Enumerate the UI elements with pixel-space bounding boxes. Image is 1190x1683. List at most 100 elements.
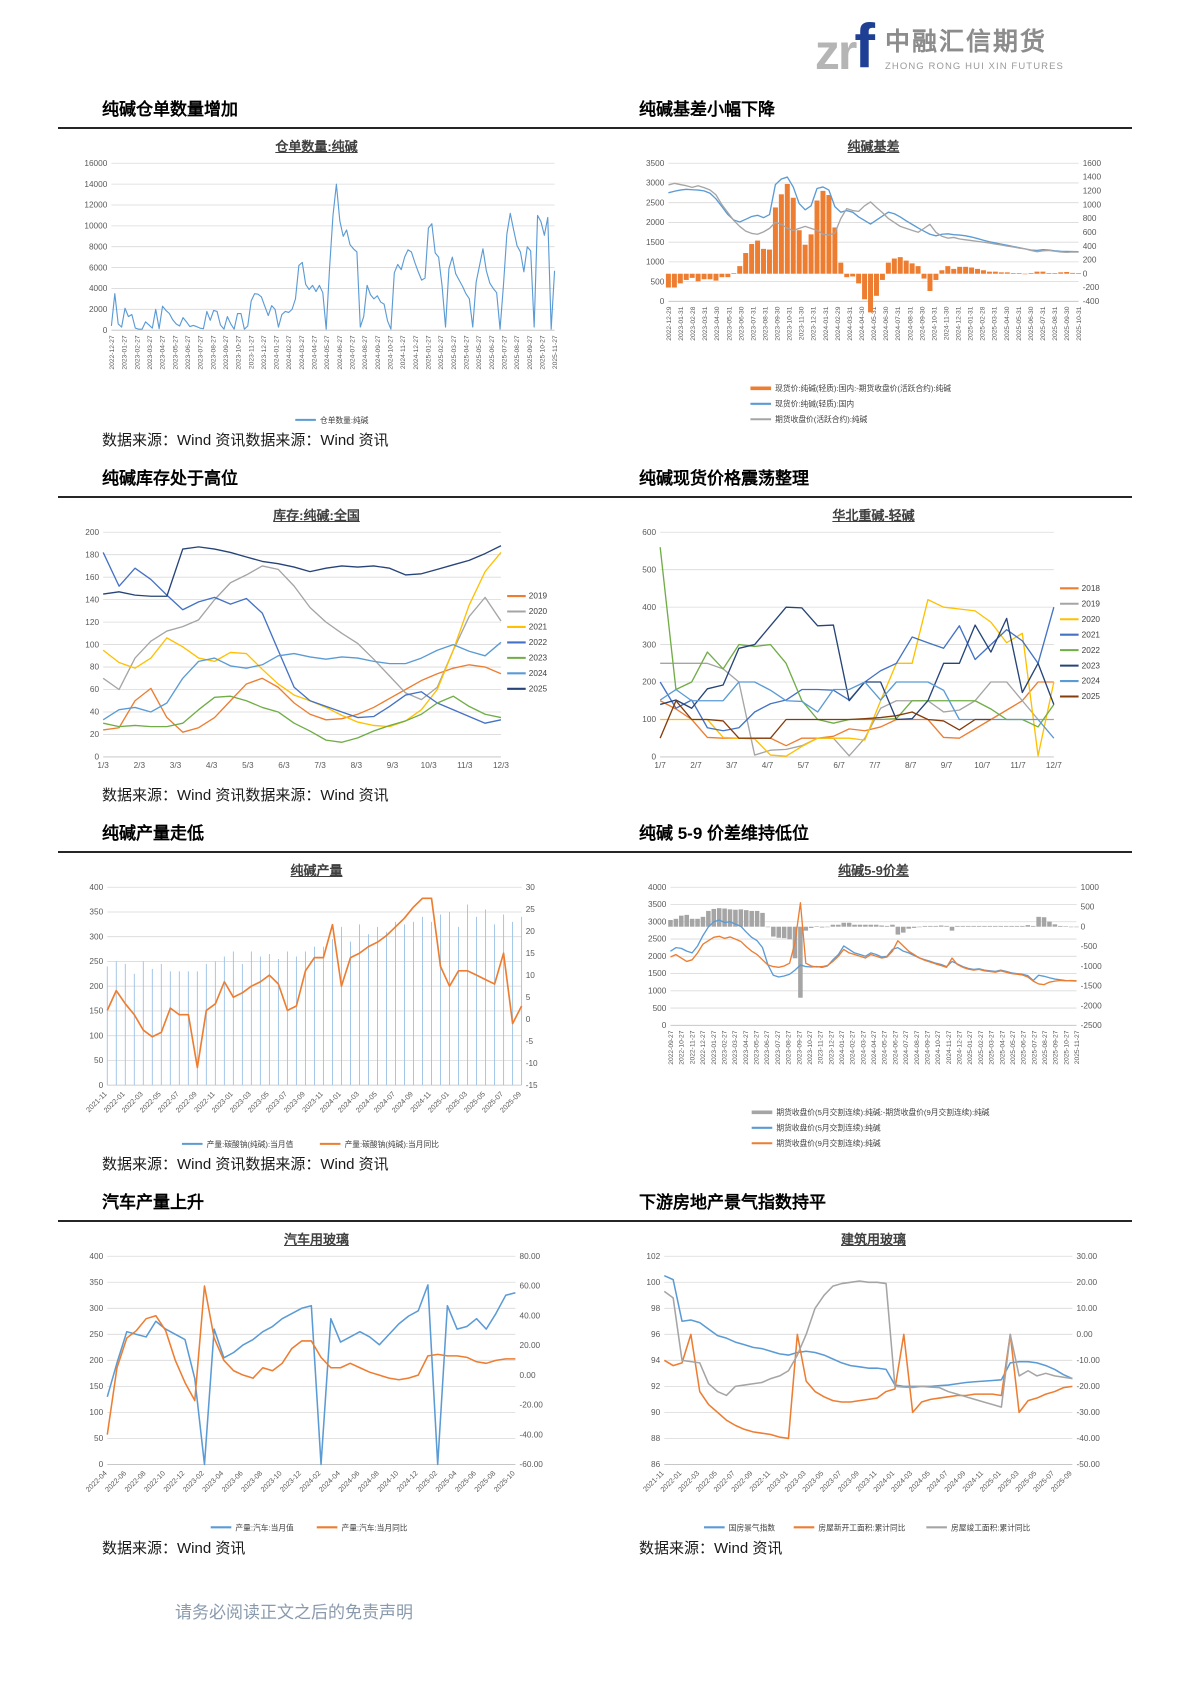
svg-text:2000: 2000 [89, 305, 108, 314]
logo-f-text: f [854, 12, 875, 82]
svg-text:20.00: 20.00 [520, 1341, 541, 1350]
svg-text:2025-04-27: 2025-04-27 [464, 335, 471, 369]
svg-text:2021: 2021 [529, 623, 548, 632]
svg-text:2020: 2020 [529, 607, 548, 616]
svg-text:2025-06-27: 2025-06-27 [489, 335, 496, 369]
svg-text:20: 20 [90, 730, 100, 739]
svg-text:2023-07-27: 2023-07-27 [198, 335, 205, 369]
svg-text:-1000: -1000 [1081, 962, 1102, 971]
svg-text:2023-11-27: 2023-11-27 [248, 335, 255, 369]
svg-text:200: 200 [89, 1356, 103, 1365]
section-row-3: 纯碱产量走低 纯碱 5-9 价差维持低位 纯碱产量 0 50 100 150 200 25… [58, 819, 1132, 1186]
chart-canvas-spot-spread: 0 100 200 300 400 500 600 1/7 2/7 3/7 4/7 5/7 6/7 7/7… [642, 528, 1101, 770]
svg-text:30.00: 30.00 [1077, 1252, 1098, 1261]
svg-text:0.00: 0.00 [1077, 1330, 1093, 1339]
svg-text:20.00: 20.00 [1077, 1278, 1098, 1287]
svg-text:2025-11-27: 2025-11-27 [1074, 1030, 1081, 1064]
svg-text:0: 0 [1083, 269, 1088, 278]
svg-text:0: 0 [1081, 922, 1086, 931]
svg-text:12000: 12000 [84, 201, 107, 210]
chart-box-5-9-spread: 纯碱5-9价差 0 500 1000 1500 2000 2500 3000 3500 4000… [621, 857, 1126, 1153]
svg-text:100: 100 [642, 715, 656, 724]
svg-text:7/7: 7/7 [869, 761, 881, 770]
svg-text:2023-06-27: 2023-06-27 [185, 335, 192, 369]
svg-text:2024-07-31: 2024-07-31 [895, 306, 902, 340]
svg-text:2025-07-27: 2025-07-27 [501, 335, 508, 369]
svg-text:期货收盘价(活跃合约):纯碱: 期货收盘价(活跃合约):纯碱 [775, 414, 867, 424]
svg-text:0: 0 [99, 1460, 104, 1469]
svg-text:2023-08-27: 2023-08-27 [786, 1030, 793, 1064]
svg-text:8/7: 8/7 [905, 761, 917, 770]
svg-text:2025-07-27: 2025-07-27 [1031, 1030, 1038, 1064]
svg-text:0: 0 [94, 753, 99, 762]
svg-text:2024-01-31: 2024-01-31 [823, 306, 830, 340]
svg-text:2025-07-31: 2025-07-31 [1040, 306, 1047, 340]
svg-text:2023-08-27: 2023-08-27 [210, 335, 217, 369]
svg-text:2024-10-27: 2024-10-27 [935, 1030, 942, 1064]
svg-text:86: 86 [651, 1460, 661, 1469]
svg-text:96: 96 [651, 1330, 661, 1339]
svg-text:1000: 1000 [1083, 200, 1102, 209]
svg-text:200: 200 [642, 678, 656, 687]
logo-mark: zr f [815, 12, 875, 82]
svg-text:92: 92 [651, 1382, 661, 1391]
svg-text:3000: 3000 [646, 179, 665, 188]
svg-text:2025-08-31: 2025-08-31 [1052, 306, 1059, 340]
svg-text:1/7: 1/7 [654, 761, 666, 770]
svg-text:0: 0 [651, 753, 656, 762]
svg-text:2023-09-27: 2023-09-27 [223, 335, 230, 369]
chart-box-warehouse-receipts: 仓单数量:纯碱 0 2000 4000 6000 8000 10000 12000 14000… [64, 133, 569, 429]
svg-text:2024-05-27: 2024-05-27 [882, 1030, 889, 1064]
svg-text:2022: 2022 [1082, 646, 1101, 655]
svg-text:2025-05-27: 2025-05-27 [476, 335, 483, 369]
svg-text:2022: 2022 [529, 638, 548, 647]
svg-text:2023-04-27: 2023-04-27 [743, 1030, 750, 1064]
svg-text:2023-04-27: 2023-04-27 [160, 335, 167, 369]
svg-text:2024-12-31: 2024-12-31 [956, 306, 963, 340]
svg-text:产量:碳酸钠(纯碱):当月同比: 产量:碳酸钠(纯碱):当月同比 [345, 1139, 440, 1149]
svg-text:产量:汽车:当月值: 产量:汽车:当月值 [235, 1522, 294, 1532]
svg-text:国房景气指数: 国房景气指数 [729, 1522, 776, 1532]
chart-box-production: 纯碱产量 0 50 100 150 200 250 300 350 400 -15 -10 -5 0 5 1… [64, 857, 569, 1153]
chart-box-spot-spread: 华北重碱-轻碱 0 100 200 300 400 500 600 1/7 2/7 3/7 4/7 5… [621, 502, 1126, 784]
svg-text:0: 0 [526, 1015, 531, 1024]
svg-text:2024-03-27: 2024-03-27 [299, 335, 306, 369]
data-source-row4-right: 数据来源：Wind 资讯 [639, 1539, 783, 1557]
svg-text:2022-12-27: 2022-12-27 [109, 335, 116, 369]
svg-text:10: 10 [526, 971, 536, 980]
svg-text:60: 60 [90, 685, 100, 694]
svg-text:2025-01-27: 2025-01-27 [967, 1030, 974, 1064]
svg-text:4000: 4000 [648, 883, 667, 892]
svg-text:400: 400 [89, 883, 103, 892]
svg-text:98: 98 [651, 1304, 661, 1313]
svg-text:250: 250 [89, 1330, 103, 1339]
svg-text:10/7: 10/7 [974, 761, 990, 770]
svg-text:500: 500 [642, 566, 656, 575]
svg-text:2024-01-27: 2024-01-27 [839, 1030, 846, 1064]
svg-text:5: 5 [526, 993, 531, 1002]
svg-text:800: 800 [1083, 214, 1097, 223]
data-source-row2: 数据来源：Wind 资讯数据来源：Wind 资讯 [102, 786, 389, 804]
svg-text:现货价:纯碱(轻质):国内:-期货收盘价(活跃合约):纯碱: 现货价:纯碱(轻质):国内:-期货收盘价(活跃合约):纯碱 [775, 383, 951, 393]
svg-text:6000: 6000 [89, 263, 108, 272]
svg-text:50: 50 [94, 1056, 104, 1065]
svg-text:2024-07-27: 2024-07-27 [903, 1030, 910, 1064]
svg-text:2024: 2024 [529, 669, 548, 678]
chart-title-5-9-spread: 纯碱5-9价差 [838, 862, 909, 878]
svg-text:2024-04-27: 2024-04-27 [871, 1030, 878, 1064]
section-title-warehouse-receipts: 纯碱仓单数量增加 [102, 100, 238, 119]
svg-text:2022-10-27: 2022-10-27 [679, 1030, 686, 1064]
svg-text:-200: -200 [1083, 283, 1100, 292]
svg-text:100: 100 [646, 1278, 660, 1287]
company-logo: zr f 中融汇信期货 ZHONG RONG HUI XIN FUTURES [815, 12, 1064, 82]
svg-text:2024-02-27: 2024-02-27 [850, 1030, 857, 1064]
svg-text:0: 0 [660, 297, 665, 306]
svg-text:2022-12-27: 2022-12-27 [700, 1030, 707, 1064]
svg-text:3000: 3000 [648, 917, 667, 926]
svg-text:2024-05-27: 2024-05-27 [324, 335, 331, 369]
svg-text:0.00: 0.00 [520, 1371, 536, 1380]
svg-text:2024-04-27: 2024-04-27 [312, 335, 319, 369]
chart-canvas-production: 0 50 100 150 200 250 300 350 400 -15 -10 -5 0 5 10 15 20… [84, 883, 538, 1149]
svg-text:5/3: 5/3 [242, 761, 254, 770]
